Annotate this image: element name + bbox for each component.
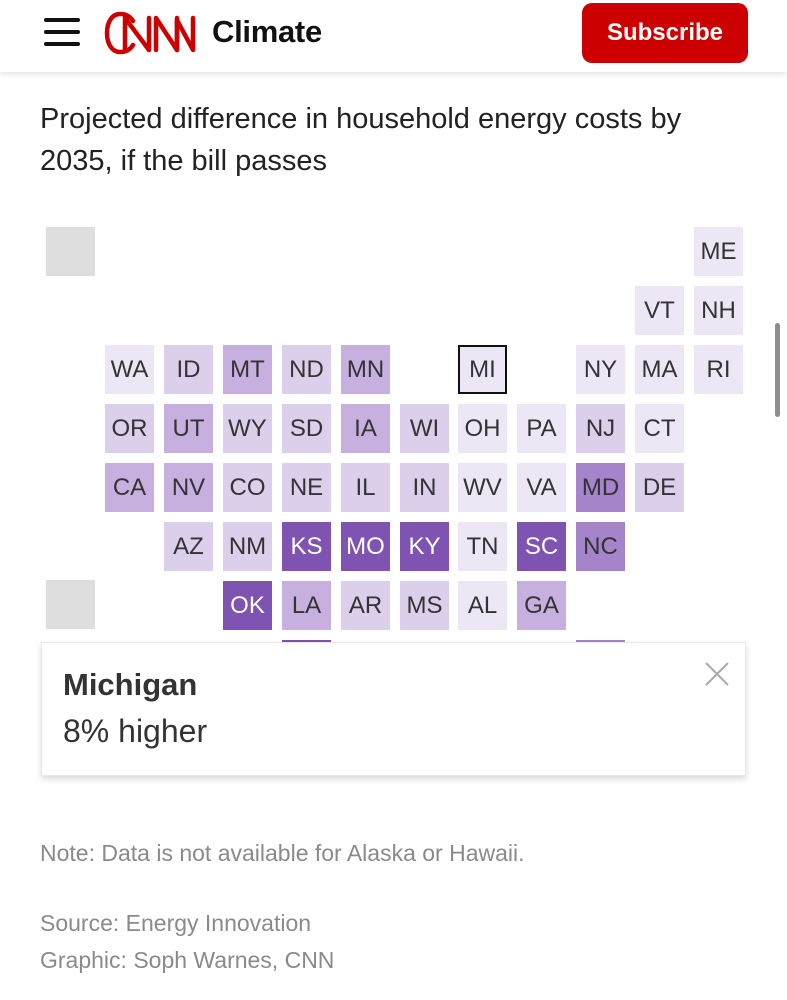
state-tile-ms[interactable]: MS bbox=[400, 581, 449, 630]
state-tile-nh[interactable]: NH bbox=[694, 286, 743, 335]
state-tile-sd[interactable]: SD bbox=[282, 404, 331, 453]
state-tile-de[interactable]: DE bbox=[635, 463, 684, 512]
state-tile-ga[interactable]: GA bbox=[517, 581, 566, 630]
state-tile-in[interactable]: IN bbox=[400, 463, 449, 512]
state-tile-ar[interactable]: AR bbox=[341, 581, 390, 630]
state-tile-nc[interactable]: NC bbox=[576, 522, 625, 571]
state-tile-ut[interactable]: UT bbox=[164, 404, 213, 453]
state-tile-pa[interactable]: PA bbox=[517, 404, 566, 453]
state-tile-wv[interactable]: WV bbox=[458, 463, 507, 512]
state-tile-ct[interactable]: CT bbox=[635, 404, 684, 453]
state-tile-tn[interactable]: TN bbox=[458, 522, 507, 571]
state-tile-co[interactable]: CO bbox=[223, 463, 272, 512]
top-nav-bar: Climate Subscribe bbox=[0, 0, 787, 72]
state-tile-mo[interactable]: MO bbox=[341, 522, 390, 571]
state-tile-sc[interactable]: SC bbox=[517, 522, 566, 571]
state-tile-nj[interactable]: NJ bbox=[576, 404, 625, 453]
state-tile-ca[interactable]: CA bbox=[105, 463, 154, 512]
close-icon[interactable] bbox=[702, 659, 732, 689]
state-tile-id[interactable]: ID bbox=[164, 345, 213, 394]
state-tile-wi[interactable]: WI bbox=[400, 404, 449, 453]
state-tile-ri[interactable]: RI bbox=[694, 345, 743, 394]
state-tile-ia[interactable]: IA bbox=[341, 404, 390, 453]
state-tile-ma[interactable]: MA bbox=[635, 345, 684, 394]
graphic-credit: Graphic: Soph Warnes, CNN bbox=[40, 947, 335, 973]
state-tile-md[interactable]: MD bbox=[576, 463, 625, 512]
alaska-placeholder-tile bbox=[46, 227, 95, 276]
state-tile-al[interactable]: AL bbox=[458, 581, 507, 630]
state-tile-wy[interactable]: WY bbox=[223, 404, 272, 453]
tile-grid-map: ME VT NH WA ID MT ND MN MI NY MA RI OR UT WY SD IA WI OH PA… bbox=[46, 227, 743, 645]
state-tile-va[interactable]: VA bbox=[517, 463, 566, 512]
state-tile-me[interactable]: ME bbox=[694, 227, 743, 276]
state-tile-nv[interactable]: NV bbox=[164, 463, 213, 512]
state-tile-oh[interactable]: OH bbox=[458, 404, 507, 453]
section-title[interactable]: Climate bbox=[212, 14, 322, 49]
state-tile-wa[interactable]: WA bbox=[105, 345, 154, 394]
source-credit: Source: Energy Innovation bbox=[40, 910, 312, 936]
state-tile-ne[interactable]: NE bbox=[282, 463, 331, 512]
state-tile-nd[interactable]: ND bbox=[282, 345, 331, 394]
credits: Source: Energy Innovation Graphic: Soph … bbox=[40, 905, 334, 979]
tooltip-value: 8% higher bbox=[63, 713, 208, 749]
state-tile-ok[interactable]: OK bbox=[223, 581, 272, 630]
state-tile-vt[interactable]: VT bbox=[635, 286, 684, 335]
state-tile-or[interactable]: OR bbox=[105, 404, 154, 453]
state-tile-ks[interactable]: KS bbox=[282, 522, 331, 571]
cnn-logo[interactable] bbox=[103, 10, 197, 56]
state-tile-nm[interactable]: NM bbox=[223, 522, 272, 571]
state-tile-la[interactable]: LA bbox=[282, 581, 331, 630]
subscribe-button[interactable]: Subscribe bbox=[582, 3, 748, 63]
state-tooltip: Michigan 8% higher bbox=[41, 642, 746, 776]
state-tile-ny[interactable]: NY bbox=[576, 345, 625, 394]
state-tile-mt[interactable]: MT bbox=[223, 345, 272, 394]
state-tile-az[interactable]: AZ bbox=[164, 522, 213, 571]
scrollbar[interactable] bbox=[775, 323, 780, 417]
hawaii-placeholder-tile bbox=[46, 580, 95, 629]
chart-title: Projected difference in household energy… bbox=[40, 103, 682, 177]
hamburger-menu-icon[interactable] bbox=[44, 16, 84, 48]
data-note: Note: Data is not available for Alaska o… bbox=[40, 840, 525, 866]
state-tile-il[interactable]: IL bbox=[341, 463, 390, 512]
tooltip-state-name: Michigan bbox=[63, 667, 198, 702]
state-tile-mn[interactable]: MN bbox=[341, 345, 390, 394]
state-tile-ky[interactable]: KY bbox=[400, 522, 449, 571]
state-tile-mi[interactable]: MI bbox=[458, 345, 507, 394]
